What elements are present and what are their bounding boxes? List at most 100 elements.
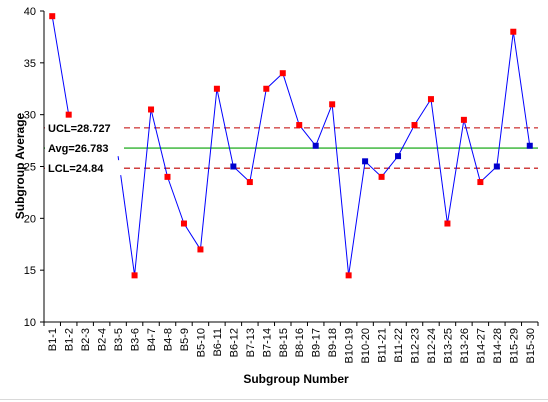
- data-point: [411, 122, 418, 129]
- series-segment: [496, 31, 514, 167]
- x-tick-label: B13-26: [459, 328, 471, 363]
- x-tick-label: B8-15: [278, 328, 290, 357]
- series-segment: [430, 99, 448, 224]
- series-segment: [315, 104, 333, 146]
- x-tick-label: B9-18: [327, 328, 339, 357]
- x-tick-label: B6-12: [228, 328, 240, 357]
- series-segment: [199, 88, 218, 250]
- series-segment: [463, 119, 481, 183]
- y-tick-label: 35: [24, 58, 36, 70]
- series-segment: [348, 161, 366, 276]
- data-point: [395, 153, 402, 160]
- x-tick-label: B5-10: [195, 328, 207, 357]
- x-tick-label: B4-7: [146, 328, 158, 351]
- x-tick-label: B12-23: [410, 328, 422, 363]
- y-tick-label: 15: [24, 265, 36, 277]
- data-point: [427, 96, 434, 103]
- x-tick-label: B4-8: [163, 328, 175, 351]
- data-point: [362, 158, 369, 165]
- x-tick-label: B7-14: [261, 328, 273, 357]
- y-tick-label: 25: [24, 162, 36, 174]
- x-tick-label: B15-29: [508, 328, 520, 363]
- x-tick-label: B13-25: [442, 328, 454, 363]
- series-segment: [167, 176, 185, 224]
- x-axis-title: Subgroup Number: [243, 372, 349, 386]
- data-point: [180, 220, 187, 227]
- x-tick-label: B15-30: [525, 328, 537, 363]
- reference-labels: UCL=28.727 Avg=26.783 LCL=24.84: [45, 119, 124, 176]
- x-tick-label: B3-5: [113, 328, 125, 351]
- x-tick-label: B7-13: [245, 328, 257, 357]
- x-tick-label: B8-16: [294, 328, 306, 357]
- data-point: [378, 173, 385, 180]
- data-point: [477, 179, 484, 186]
- reference-label-1: Avg=26.783: [48, 143, 108, 155]
- x-tick-label: B10-19: [344, 328, 356, 363]
- series-segment: [51, 16, 70, 115]
- series-segment: [134, 109, 152, 276]
- data-point: [345, 272, 352, 279]
- x-tick-label: B14-27: [475, 328, 487, 363]
- data-point: [49, 13, 56, 20]
- series-segment: [249, 88, 267, 183]
- x-tick-label: B10-20: [360, 328, 372, 363]
- x-tick-label: B3-6: [130, 328, 142, 351]
- series-segment: [282, 73, 300, 126]
- x-tick-label: B1-2: [64, 328, 76, 351]
- x-tick-label: B11-22: [393, 328, 405, 363]
- data-point: [312, 142, 319, 149]
- series-segment: [446, 119, 465, 224]
- data-point: [526, 142, 533, 149]
- data-point: [230, 163, 237, 170]
- series-segment: [414, 98, 432, 126]
- series-segment: [381, 155, 399, 178]
- series-segment: [298, 124, 317, 147]
- data-point: [65, 111, 72, 118]
- reference-label-bg-1: [45, 140, 124, 156]
- data-point: [246, 179, 253, 186]
- series-segment: [397, 124, 415, 157]
- data-point: [460, 116, 467, 123]
- x-tick-label: B12-24: [426, 328, 438, 363]
- y-tick-label: 30: [24, 110, 36, 122]
- series-segment: [117, 156, 136, 276]
- y-tick-label: 20: [24, 213, 36, 225]
- series-segment: [216, 88, 234, 167]
- series-segment: [512, 31, 531, 146]
- data-point: [263, 85, 270, 92]
- reference-label-0: UCL=28.727: [48, 123, 111, 135]
- series-segment: [150, 109, 168, 177]
- x-tick-label: B9-17: [311, 328, 323, 357]
- x-tick-label: B5-9: [179, 328, 191, 351]
- data-point: [510, 28, 517, 35]
- data-point: [444, 220, 451, 227]
- y-axis-title: Subgroup Average: [13, 112, 27, 219]
- data-point: [197, 246, 204, 253]
- data-point: [296, 122, 303, 129]
- reference-label-bg-2: [45, 160, 124, 176]
- control-limit-lines: [44, 127, 538, 169]
- data-point: [164, 173, 171, 180]
- y-tick-label: 40: [24, 6, 36, 18]
- data-point: [213, 85, 220, 92]
- reference-label-bg-0: [45, 119, 124, 135]
- series-segment: [331, 104, 350, 276]
- bottom-divider: [0, 399, 548, 400]
- data-point: [493, 163, 500, 170]
- x-tick-label: B2-4: [97, 328, 109, 351]
- x-tick-label: B6-11: [212, 328, 224, 357]
- data-point: [131, 272, 138, 279]
- reference-label-2: LCL=24.84: [48, 163, 104, 175]
- x-tick-label: B11-21: [377, 328, 389, 363]
- data-point: [148, 106, 155, 113]
- data-series: [49, 13, 533, 279]
- series-segment: [183, 223, 201, 250]
- x-tick-label: B1-1: [47, 328, 59, 351]
- x-tick-label: B2-3: [80, 328, 92, 351]
- data-point: [329, 101, 336, 108]
- axes: 10 15 20 25 30 35 40 B1-1 B1-2 B2-3 B2-4 B3-5 B3-6 B4…: [24, 6, 539, 363]
- data-point: [279, 70, 286, 77]
- y-tick-label: 10: [24, 317, 36, 329]
- x-tick-label: B14-28: [492, 328, 504, 363]
